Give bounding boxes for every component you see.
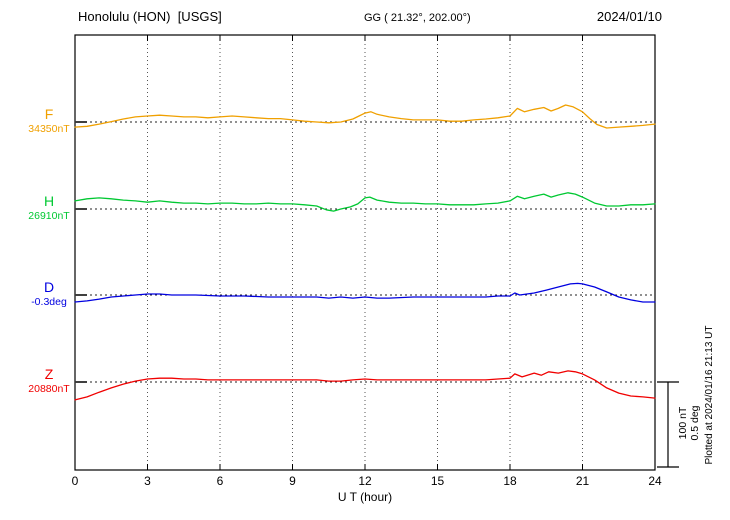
plotted-at-note: Plotted at 2024/01/16 21:13 UT xyxy=(704,325,715,465)
x-axis-label: U T (hour) xyxy=(337,490,393,504)
x-tick-label: 9 xyxy=(289,474,296,488)
plot-date: 2024/01/10 xyxy=(596,9,662,24)
x-tick-label: 21 xyxy=(575,474,590,488)
series-label-group-d: D -0.3deg xyxy=(20,279,78,309)
series-letter-h: H xyxy=(43,193,55,209)
x-axis-ticks: 0 3 6 9 12 15 18 21 24 xyxy=(0,474,730,490)
x-tick-label: 6 xyxy=(216,474,224,488)
series-baseline-value-d: -0.3deg xyxy=(31,296,67,308)
x-tick-label: 12 xyxy=(358,474,372,488)
scale-bar-label: 100 nT 0.5 deg xyxy=(677,394,701,452)
series-letter-f: F xyxy=(44,106,54,122)
x-tick-label: 24 xyxy=(648,474,662,488)
series-baseline-value-f: 34350nT xyxy=(28,123,70,135)
series-letter-z: Z xyxy=(44,366,54,382)
x-tick-label: 18 xyxy=(503,474,517,488)
x-tick-label: 3 xyxy=(144,474,151,488)
x-tick-label: 0 xyxy=(71,474,79,488)
series-baseline-value-h: 26910nT xyxy=(28,210,70,222)
series-label-group-h: H 26910nT xyxy=(20,193,78,223)
series-label-group-f: F 34350nT xyxy=(20,106,78,136)
series-letter-d: D xyxy=(43,279,55,295)
series-baseline-value-z: 20880nT xyxy=(28,383,70,395)
scale-bar-nt: 100 nT xyxy=(677,406,689,440)
scale-bar-deg: 0.5 deg xyxy=(689,405,701,441)
series-label-group-z: Z 20880nT xyxy=(20,366,78,396)
x-tick-label: 15 xyxy=(430,474,445,488)
station-title: Honolulu (HON) [USGS] xyxy=(78,9,222,24)
geographic-coordinates: GG ( 21.32°, 202.00°) xyxy=(364,12,471,24)
